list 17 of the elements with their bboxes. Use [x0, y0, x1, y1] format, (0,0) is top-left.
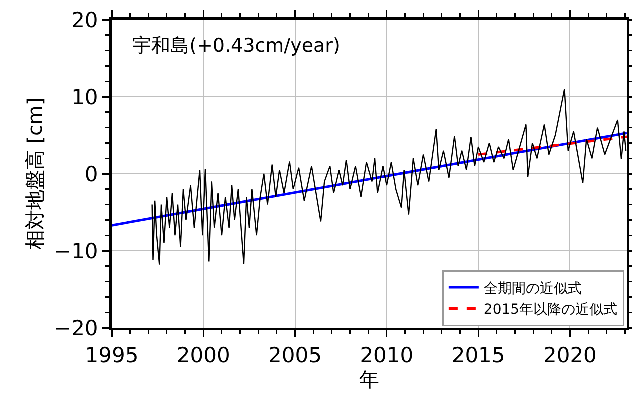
y-tick-label: 10	[72, 85, 98, 110]
y-tick-label: 0	[84, 162, 98, 186]
y-tick-label: −10	[54, 239, 98, 264]
line-series	[152, 88, 627, 266]
x-tick-label: 2000	[176, 344, 230, 368]
y-tick-label: −20	[54, 316, 98, 340]
legend-label: 2015年以降の近似式	[484, 302, 618, 318]
y-tick-label: 20	[72, 8, 98, 32]
legend-label: 全期間の近似式	[484, 281, 582, 298]
x-tick-label: 2015	[452, 344, 506, 368]
text: 宇和島(+0.43cm/year)	[132, 34, 340, 57]
x-axis-title: 年	[360, 368, 380, 392]
x-tick-label: 2020	[543, 344, 597, 368]
x-tick-label: 1995	[85, 344, 139, 368]
x-tick-label: 2005	[268, 344, 322, 368]
x-tick-label: 2010	[360, 344, 414, 368]
y-axis-title: 相対地盤高 [cm]	[23, 98, 48, 250]
